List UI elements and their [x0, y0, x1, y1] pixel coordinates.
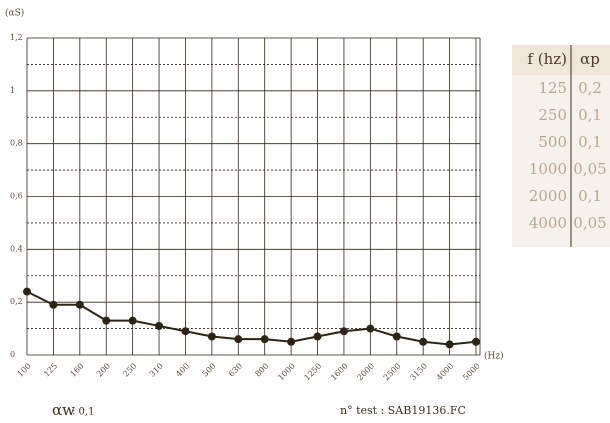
table-header-bg — [512, 45, 610, 75]
point — [472, 337, 480, 346]
table-cell: 500 — [538, 133, 567, 151]
point — [366, 324, 375, 333]
x-tick-label: 4000 — [435, 361, 456, 382]
point — [49, 300, 58, 309]
y-tick-label: 1,2 — [10, 33, 23, 42]
x-axis-label: (Hz) — [484, 351, 504, 362]
y-tick-label: 1 — [10, 86, 15, 95]
table-cell: 2000 — [529, 187, 567, 205]
point — [419, 337, 428, 346]
point — [75, 300, 84, 309]
table-cell: 0,2 — [578, 79, 602, 97]
x-tick-label: 800 — [253, 361, 270, 378]
x-tick-label: 310 — [148, 361, 165, 378]
point — [287, 337, 296, 346]
y-axis-label: (αS) — [5, 8, 24, 19]
x-tick-label: 2000 — [355, 361, 376, 382]
point — [445, 340, 454, 349]
point — [181, 327, 190, 336]
point — [260, 335, 269, 344]
x-tick-label: 200 — [95, 361, 112, 378]
table-cell: 250 — [538, 106, 567, 124]
x-tick-label: 5000 — [461, 361, 482, 382]
point — [23, 287, 31, 296]
x-tick-label: 3150 — [408, 361, 429, 382]
x-tick-label: 500 — [201, 361, 218, 378]
table-cell: 4000 — [529, 214, 567, 232]
test-id: n° test : SAB19136.FC — [340, 404, 466, 417]
x-tick-label: 630 — [227, 361, 244, 378]
point — [128, 316, 137, 325]
x-tick-label: 100 — [16, 361, 33, 378]
table-header: f (hz) — [527, 50, 567, 68]
alpha-w-value: : 0,1 — [72, 407, 94, 418]
x-tick-label: 125 — [42, 361, 59, 378]
table-cell: 0,05 — [573, 214, 606, 232]
point — [155, 321, 164, 330]
x-tick-label: 1600 — [329, 361, 350, 382]
table-cell: 0,1 — [578, 187, 602, 205]
y-tick-label: 0,2 — [10, 297, 23, 306]
y-tick-label: 0 — [10, 350, 15, 359]
point — [392, 332, 401, 341]
table-cell: 0,1 — [578, 106, 602, 124]
x-tick-label: 1000 — [276, 361, 297, 382]
table-cell: 125 — [538, 79, 567, 97]
line — [26, 290, 477, 346]
y-tick-label: 0,6 — [10, 192, 23, 201]
point — [102, 316, 111, 325]
point — [207, 332, 216, 341]
y-tick-label: 0,8 — [10, 139, 23, 148]
table-cell: 0,1 — [578, 133, 602, 151]
table-header: αp — [580, 50, 600, 68]
y-tick-label: 0,4 — [10, 244, 23, 253]
x-tick-label: 160 — [68, 361, 85, 378]
x-tick-label: 2500 — [382, 361, 403, 382]
point — [313, 332, 322, 341]
x-tick-label: 400 — [174, 361, 191, 378]
table-cell: 0,05 — [573, 160, 606, 178]
alpha-w-symbol: αw — [52, 401, 75, 419]
table-body-bg — [512, 75, 610, 247]
x-tick-label: 250 — [121, 361, 138, 378]
x-tick-label: 1250 — [303, 361, 324, 382]
point — [234, 335, 243, 344]
point — [339, 327, 348, 336]
table-cell: 1000 — [529, 160, 567, 178]
